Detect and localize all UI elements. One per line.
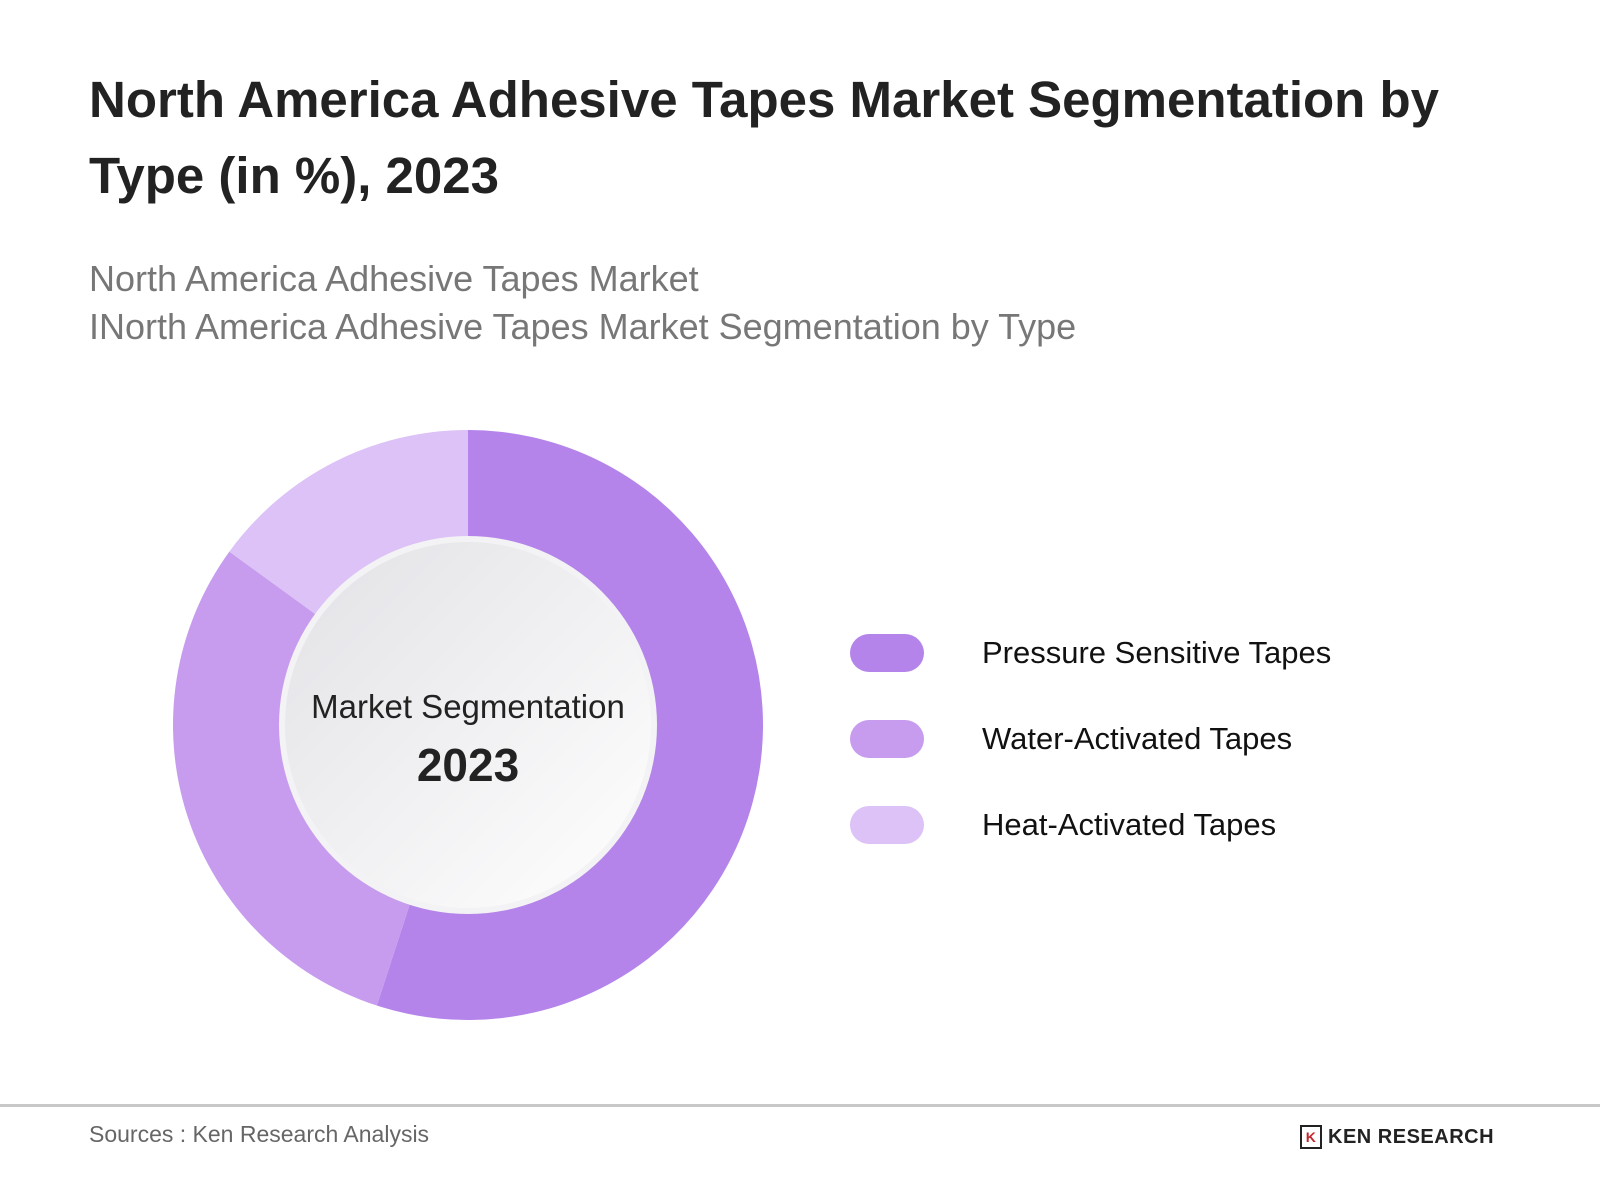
legend-label: Water-Activated Tapes — [982, 721, 1293, 756]
legend-swatch — [850, 806, 924, 844]
footer-divider — [0, 1104, 1600, 1107]
center-year: 2023 — [416, 739, 520, 791]
ken-research-logo: K KEN RESEARCH — [1300, 1125, 1494, 1149]
donut-hole — [285, 542, 651, 908]
legend-swatch — [850, 634, 924, 672]
chart-title: North America Adhesive Tapes Market Segm… — [89, 71, 1439, 204]
source-note: Sources : Ken Research Analysis — [89, 1121, 430, 1147]
logo-text: KEN RESEARCH — [1328, 1125, 1495, 1148]
center-label: Market Segmentation — [311, 688, 625, 725]
legend-label: Pressure Sensitive Tapes — [982, 635, 1332, 670]
legend-label: Heat-Activated Tapes — [982, 807, 1277, 842]
legend-swatch — [850, 720, 924, 758]
logo-k-icon: K — [1300, 1125, 1322, 1149]
chart-subtitle-2: INorth America Adhesive Tapes Market Seg… — [89, 306, 1077, 347]
chart-subtitle-1: North America Adhesive Tapes Market — [89, 258, 699, 299]
